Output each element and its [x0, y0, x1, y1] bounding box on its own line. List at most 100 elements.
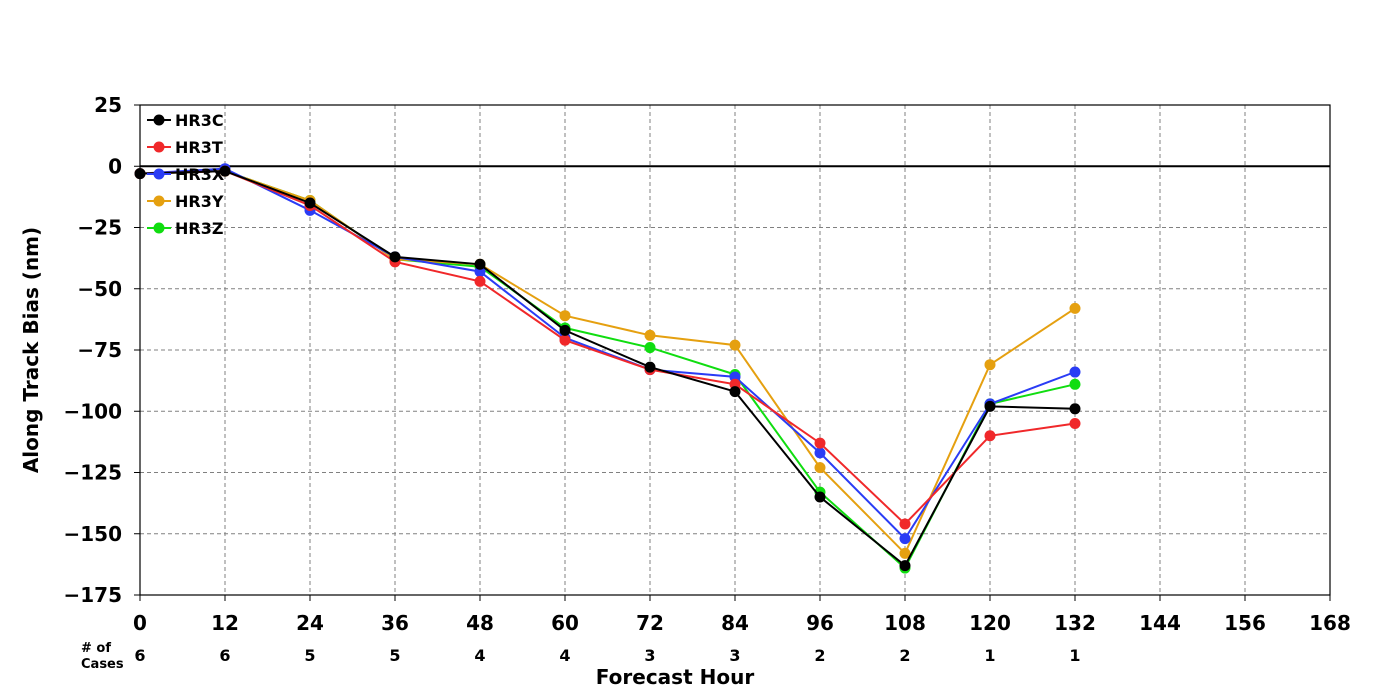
legend-item-hr3x: HR3X	[147, 165, 225, 184]
point-hr3c-24	[304, 197, 316, 209]
legend-item-hr3z: HR3Z	[147, 219, 223, 238]
y-tick-label-4: −75	[77, 338, 122, 362]
point-hr3c-108	[899, 560, 911, 572]
legend-item-hr3y: HR3Y	[147, 192, 224, 211]
y-tick-label-5: −100	[63, 399, 122, 423]
point-hr3c-132	[1069, 403, 1081, 415]
cases-label-line-1: # of	[81, 641, 111, 656]
series-line-hr3c	[139, 170, 1076, 568]
y-tick-label-1: 0	[108, 154, 122, 178]
y-axis-ticks: 25 0 −25 −50 −75 −100 −125 −150 −175	[63, 93, 140, 607]
cases-count-7: 3	[729, 646, 740, 665]
point-hr3t-48	[474, 275, 486, 287]
y-axis-title: Along Track Bias (nm)	[19, 227, 43, 473]
point-hr3y-108	[899, 547, 911, 559]
point-hr3z-72	[644, 342, 656, 354]
point-hr3y-72	[644, 329, 656, 341]
series-line-hr3x	[139, 167, 1076, 541]
y-tick-label-0: 25	[94, 93, 122, 117]
cases-count-4: 4	[474, 646, 485, 665]
x-tick-label-12: 144	[1139, 611, 1181, 635]
x-axis-title: Forecast Hour	[596, 665, 755, 689]
x-tick-label-1: 12	[211, 611, 239, 635]
point-hr3x-132	[1069, 366, 1081, 378]
legend-label-hr3y: HR3Y	[175, 192, 224, 211]
point-hr3t-132	[1069, 418, 1081, 429]
point-hr3c-60	[559, 324, 571, 336]
legend-label-hr3z: HR3Z	[175, 219, 223, 238]
point-hr3c-96	[814, 491, 826, 503]
x-tick-label-0: 0	[133, 611, 147, 635]
legend-item-hr3c: HR3C	[147, 111, 224, 130]
cases-count-0: 6	[134, 646, 145, 665]
grid	[140, 105, 1330, 595]
cases-count-5: 4	[559, 646, 570, 665]
x-tick-label-8: 96	[806, 611, 834, 635]
x-tick-label-3: 36	[381, 611, 409, 635]
point-hr3t-108	[899, 518, 911, 530]
cases-row: 6 6 5 5 4 4 3 3 2 2 1 1	[134, 646, 1080, 665]
cases-count-6: 3	[644, 646, 655, 665]
legend: HR3C HR3T HR3X HR3Y HR3Z	[147, 111, 225, 238]
x-axis-ticks: 0 12 24 36 48 60 72 84 96 108 120 132 144 156 168	[133, 595, 1351, 635]
x-tick-label-11: 132	[1054, 611, 1096, 635]
cases-count-2: 5	[304, 646, 315, 665]
legend-marker-hr3x	[153, 168, 165, 180]
series-hr3c	[134, 165, 1081, 572]
legend-label-hr3c: HR3C	[175, 111, 224, 130]
legend-marker-hr3c	[153, 114, 165, 126]
x-tick-label-10: 120	[969, 611, 1011, 635]
cases-count-1: 6	[219, 646, 230, 665]
point-hr3c-120	[984, 400, 996, 412]
point-hr3x-108	[899, 533, 911, 545]
x-tick-label-2: 24	[296, 611, 324, 635]
cases-count-11: 1	[1069, 646, 1080, 665]
y-tick-label-2: −25	[77, 216, 122, 240]
y-tick-label-3: −50	[77, 277, 122, 301]
point-hr3c-36	[389, 251, 401, 263]
series-layer	[134, 163, 1081, 574]
cases-label-line-2: Cases	[81, 657, 124, 672]
point-hr3y-132	[1069, 302, 1081, 314]
legend-marker-hr3t	[153, 141, 165, 153]
point-hr3x-96	[814, 447, 826, 459]
y-tick-label-6: −125	[63, 461, 122, 485]
x-tick-label-14: 168	[1309, 611, 1351, 635]
legend-marker-hr3z	[153, 222, 165, 234]
point-hr3t-60	[559, 334, 571, 346]
legend-label-hr3x: HR3X	[175, 165, 225, 184]
series-hr3z	[134, 165, 1081, 574]
point-hr3y-60	[559, 310, 571, 322]
series-line-hr3y	[139, 170, 1076, 556]
series-hr3x	[134, 163, 1081, 545]
point-hr3y-120	[984, 359, 996, 371]
point-hr3c-72	[644, 361, 656, 373]
point-hr3t-96	[814, 437, 826, 449]
point-hr3y-84	[729, 339, 741, 351]
cases-count-3: 5	[389, 646, 400, 665]
legend-label-hr3t: HR3T	[175, 138, 223, 157]
series-hr3y	[134, 165, 1081, 559]
x-tick-label-13: 156	[1224, 611, 1266, 635]
legend-item-hr3t: HR3T	[147, 138, 223, 157]
y-tick-label-7: −150	[63, 522, 122, 546]
point-hr3y-96	[814, 462, 826, 474]
cases-count-9: 2	[899, 646, 910, 665]
point-hr3c-12	[219, 165, 231, 177]
x-tick-label-7: 84	[721, 611, 749, 635]
x-tick-label-4: 48	[466, 611, 494, 635]
x-tick-label-6: 72	[636, 611, 664, 635]
cases-count-8: 2	[814, 646, 825, 665]
point-hr3c-48	[474, 258, 486, 270]
point-hr3z-132	[1069, 378, 1081, 390]
y-tick-label-8: −175	[63, 583, 122, 607]
series-hr3t	[134, 165, 1081, 530]
series-line-hr3t	[139, 170, 1076, 526]
legend-marker-hr3y	[153, 195, 165, 207]
x-tick-label-5: 60	[551, 611, 579, 635]
point-hr3t-120	[984, 430, 996, 442]
cases-count-10: 1	[984, 646, 995, 665]
point-hr3c-84	[729, 386, 741, 398]
x-tick-label-9: 108	[884, 611, 926, 635]
